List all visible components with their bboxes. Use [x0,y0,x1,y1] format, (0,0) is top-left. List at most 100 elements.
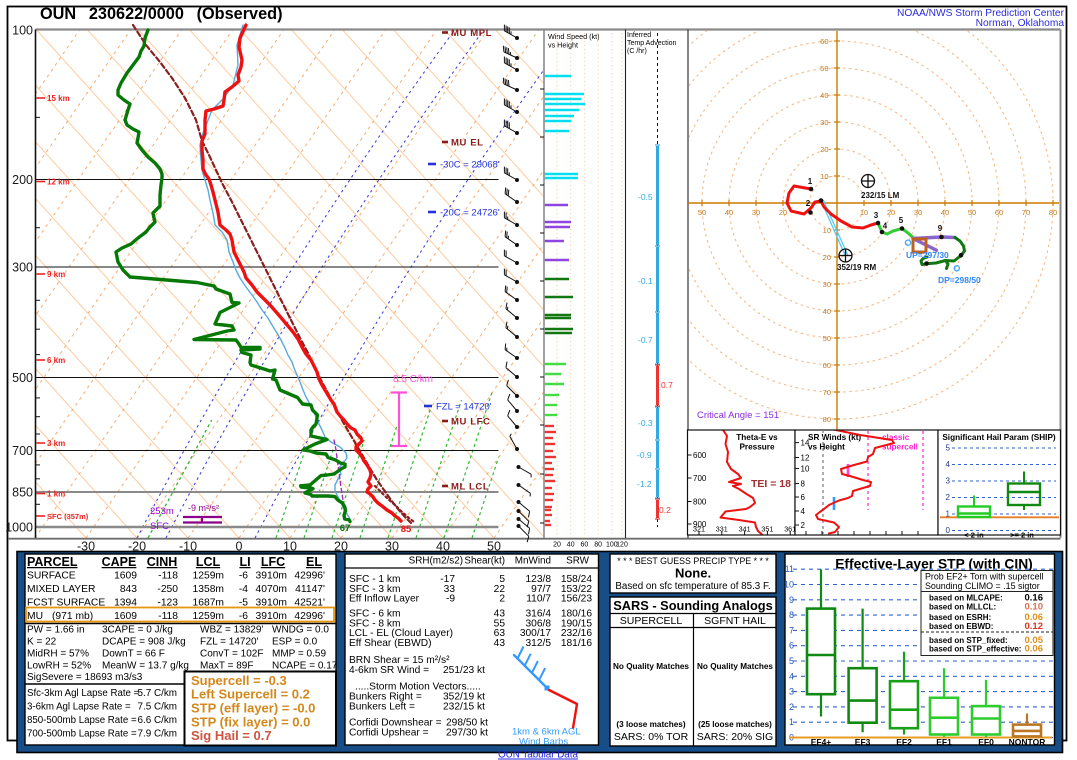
svg-text:-1.2: -1.2 [637,479,652,489]
svg-text:298/50 kt: 298/50 kt [446,718,488,729]
svg-text:-6: -6 [239,611,248,622]
svg-text:DownT = 66 F: DownT = 66 F [102,649,165,660]
svg-text:vs Height: vs Height [808,443,845,452]
svg-text:42521': 42521' [294,598,325,609]
svg-text:SFC (357m): SFC (357m) [47,512,89,521]
svg-text:2: 2 [499,594,505,605]
svg-text:600: 600 [693,451,707,460]
svg-text:-0.1: -0.1 [638,276,653,286]
svg-text:850-500mb Lapse Rate =: 850-500mb Lapse Rate = [27,715,137,726]
svg-text:20: 20 [823,253,831,262]
svg-text:300/17: 300/17 [520,628,551,639]
svg-text:40: 40 [436,540,450,554]
svg-text:SFC - 8 km: SFC - 8 km [349,618,401,629]
svg-text:-0.9: -0.9 [637,450,652,460]
svg-text:1609: 1609 [114,611,137,622]
svg-text:ConvT = 102F: ConvT = 102F [200,649,263,660]
svg-text:297/30 kt: 297/30 kt [446,728,488,739]
svg-text:60-: 60- [820,37,831,46]
svg-text:SRW: SRW [566,556,590,567]
svg-text:2: 2 [789,702,794,712]
svg-text:1000: 1000 [5,521,33,535]
svg-text:10: 10 [860,208,868,217]
svg-text:1259m: 1259m [193,571,224,582]
svg-text:WNDG = 0.0: WNDG = 0.0 [272,625,329,636]
svg-text:LowRH = 52%: LowRH = 52% [27,661,91,672]
svg-text:3910m: 3910m [256,571,287,582]
svg-text:MU LFC: MU LFC [451,417,490,428]
svg-text:CAPE: CAPE [102,555,137,569]
svg-text:20: 20 [334,540,348,554]
svg-text:55: 55 [494,618,506,629]
svg-text:Critical Angle = 151: Critical Angle = 151 [697,410,779,421]
svg-text:Sig Hail = 0.7: Sig Hail = 0.7 [191,728,272,743]
svg-text:EF1: EF1 [936,737,952,747]
svg-text:>= 2 in: >= 2 in [1010,531,1034,540]
svg-text:4: 4 [801,507,806,516]
svg-text:8.5 C/km: 8.5 C/km [393,374,433,385]
svg-text:20: 20 [553,542,561,549]
svg-text:based on MLCAPE:: based on MLCAPE: [929,594,1003,603]
svg-text:156/23: 156/23 [561,594,592,605]
svg-text:30: 30 [914,208,922,217]
svg-text:FZL = 14720': FZL = 14720' [200,637,259,648]
svg-text:50-: 50- [820,64,831,73]
svg-text:100: 100 [606,542,618,549]
svg-text:700: 700 [693,474,707,483]
svg-text:3910m: 3910m [256,598,287,609]
svg-text:-0.5: -0.5 [638,192,653,202]
svg-text:SGFNT HAIL: SGFNT HAIL [704,615,766,627]
svg-text:DCAPE = 908 J/kg: DCAPE = 908 J/kg [102,637,186,648]
svg-text:60: 60 [581,542,589,549]
svg-text:-118: -118 [158,571,178,582]
svg-text:20: 20 [779,208,787,217]
svg-text:LFC: LFC [261,555,285,569]
svg-text:43: 43 [494,609,506,620]
svg-text:EF0: EF0 [978,737,994,747]
svg-text:LCL: LCL [196,555,221,569]
svg-text:6: 6 [789,641,794,651]
svg-text:40-: 40- [820,91,831,100]
svg-text:232/16: 232/16 [561,628,592,639]
svg-text:1358m: 1358m [193,584,224,595]
svg-text:Eff Shear (EBWD): Eff Shear (EBWD) [349,638,431,649]
svg-text:MMP = 0.59: MMP = 0.59 [272,649,326,660]
svg-text:15 km: 15 km [47,94,70,103]
svg-text:10: 10 [823,226,831,235]
svg-text:-10: -10 [179,540,197,554]
svg-text:10-: 10- [820,172,831,181]
svg-text:No Quality Matches: No Quality Matches [613,662,689,671]
svg-text:500: 500 [12,371,33,385]
svg-text:NONTOR: NONTOR [1009,737,1046,747]
svg-text:232/15 kt: 232/15 kt [443,702,485,713]
svg-text:Inferred: Inferred [627,32,651,39]
svg-text:8: 8 [789,610,794,620]
svg-text:FZL = 14720': FZL = 14720' [436,402,492,413]
svg-text:4070m: 4070m [256,584,287,595]
svg-text:351: 351 [761,525,773,534]
svg-text:-17: -17 [440,574,455,585]
svg-text:* * * BEST GUESS PRECIP TYPE *: * * * BEST GUESS PRECIP TYPE * * * [617,556,769,566]
svg-text:843: 843 [120,584,137,595]
svg-text:0: 0 [236,540,243,554]
svg-text:MU MPL: MU MPL [451,28,492,39]
svg-text:700-500mb Lapse Rate =: 700-500mb Lapse Rate = [27,729,137,740]
svg-text:120: 120 [616,542,628,549]
svg-text:85: 85 [401,524,412,535]
svg-text:30: 30 [823,280,831,289]
svg-text:based on MLLCL:: based on MLLCL: [929,603,996,612]
svg-text:7.5 C/km: 7.5 C/km [137,702,177,713]
svg-text:Prob EF2+ Torn with supercell: Prob EF2+ Torn with supercell [925,572,1043,582]
svg-text:1609: 1609 [114,571,137,582]
svg-text:0.05: 0.05 [1025,635,1044,646]
svg-text:CINH: CINH [147,555,178,569]
svg-text:Effective-Layer STP (with CIN): Effective-Layer STP (with CIN) [835,557,1033,572]
svg-text:based on STP_effective:: based on STP_effective: [929,645,1021,654]
svg-text:3: 3 [874,211,879,220]
svg-text:12 km: 12 km [47,178,70,187]
svg-text:NCAPE = 0.17: NCAPE = 0.17 [272,661,338,672]
svg-text:Corfidi Downshear =: Corfidi Downshear = [349,718,442,729]
svg-text:9 km: 9 km [47,270,65,279]
svg-text:97/7: 97/7 [531,584,551,595]
svg-text:41147': 41147' [295,584,325,595]
